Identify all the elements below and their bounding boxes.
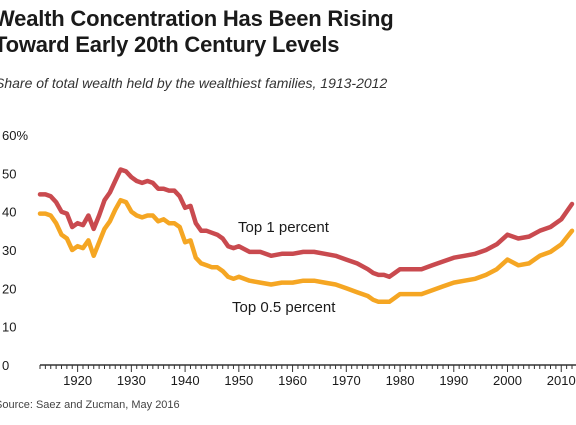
chart-axes: 1920 1930 1940 1950 1960 1970 1980 1990 2000 2010… — [2, 128, 576, 388]
series-line-top-05-percent — [37, 197, 575, 305]
annotation-top-05-percent: Top 0.5 percent — [232, 299, 336, 316]
x-tick-label: 1950 — [224, 373, 253, 388]
y-tick-label: 30 — [2, 243, 16, 258]
x-tick-label: 1920 — [63, 373, 92, 388]
x-tick-label: 1930 — [117, 373, 146, 388]
y-tick-label: 20 — [2, 281, 16, 296]
source-note: Source: Saez and Zucman, May 2016 — [0, 399, 180, 411]
y-tick-label: 10 — [2, 320, 16, 335]
chart-title: Wealth Concentration Has Been Rising Tow… — [0, 6, 576, 58]
y-tick-label: 0 — [2, 358, 9, 373]
chart-series — [37, 167, 575, 305]
chart-title-line-1: Wealth Concentration Has Been Rising — [0, 6, 394, 31]
chart-annotations: Top 1 percent Top 0.5 percent — [232, 219, 336, 316]
y-tick-label: 40 — [2, 205, 16, 220]
chart-title-line-2: Toward Early 20th Century Levels — [0, 32, 340, 57]
x-tick-label: 1990 — [439, 373, 468, 388]
x-tick-label: 1980 — [386, 373, 415, 388]
y-tick-label: 50 — [2, 166, 16, 181]
y-tick-label: 60% — [2, 128, 28, 143]
annotation-top-1-percent: Top 1 percent — [238, 219, 330, 236]
x-tick-label: 1970 — [332, 373, 361, 388]
x-tick-label: 1960 — [278, 373, 307, 388]
x-tick-label: 2010 — [547, 373, 576, 388]
x-tick-label: 2000 — [493, 373, 522, 388]
x-tick-label: 1940 — [171, 373, 200, 388]
chart-subtitle: Share of total wealth held by the wealth… — [0, 75, 388, 91]
series-line-top-1-percent — [37, 167, 575, 280]
